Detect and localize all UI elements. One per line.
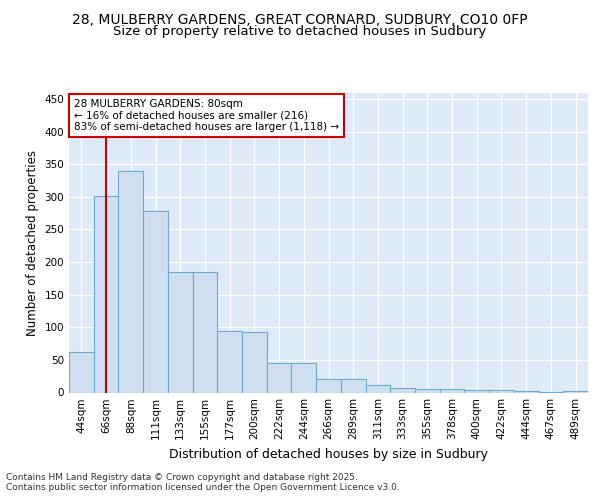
- Y-axis label: Number of detached properties: Number of detached properties: [26, 150, 39, 336]
- Bar: [489, 390, 514, 392]
- Bar: [193, 272, 217, 392]
- Bar: [464, 390, 489, 392]
- Text: Size of property relative to detached houses in Sudbury: Size of property relative to detached ho…: [113, 25, 487, 38]
- Text: Contains HM Land Registry data © Crown copyright and database right 2025.
Contai: Contains HM Land Registry data © Crown c…: [6, 472, 400, 492]
- Bar: [267, 363, 292, 392]
- Bar: [94, 196, 118, 392]
- Bar: [415, 388, 440, 392]
- Bar: [365, 386, 390, 392]
- Text: 28 MULBERRY GARDENS: 80sqm
← 16% of detached houses are smaller (216)
83% of sem: 28 MULBERRY GARDENS: 80sqm ← 16% of deta…: [74, 99, 339, 132]
- X-axis label: Distribution of detached houses by size in Sudbury: Distribution of detached houses by size …: [169, 448, 488, 461]
- Bar: [514, 390, 539, 392]
- Bar: [316, 379, 341, 392]
- Bar: [118, 171, 143, 392]
- Bar: [168, 272, 193, 392]
- Bar: [341, 379, 365, 392]
- Bar: [390, 388, 415, 392]
- Bar: [440, 388, 464, 392]
- Bar: [217, 331, 242, 392]
- Bar: [292, 363, 316, 392]
- Bar: [143, 211, 168, 392]
- Bar: [69, 352, 94, 393]
- Text: 28, MULBERRY GARDENS, GREAT CORNARD, SUDBURY, CO10 0FP: 28, MULBERRY GARDENS, GREAT CORNARD, SUD…: [72, 12, 528, 26]
- Bar: [242, 332, 267, 392]
- Bar: [563, 390, 588, 392]
